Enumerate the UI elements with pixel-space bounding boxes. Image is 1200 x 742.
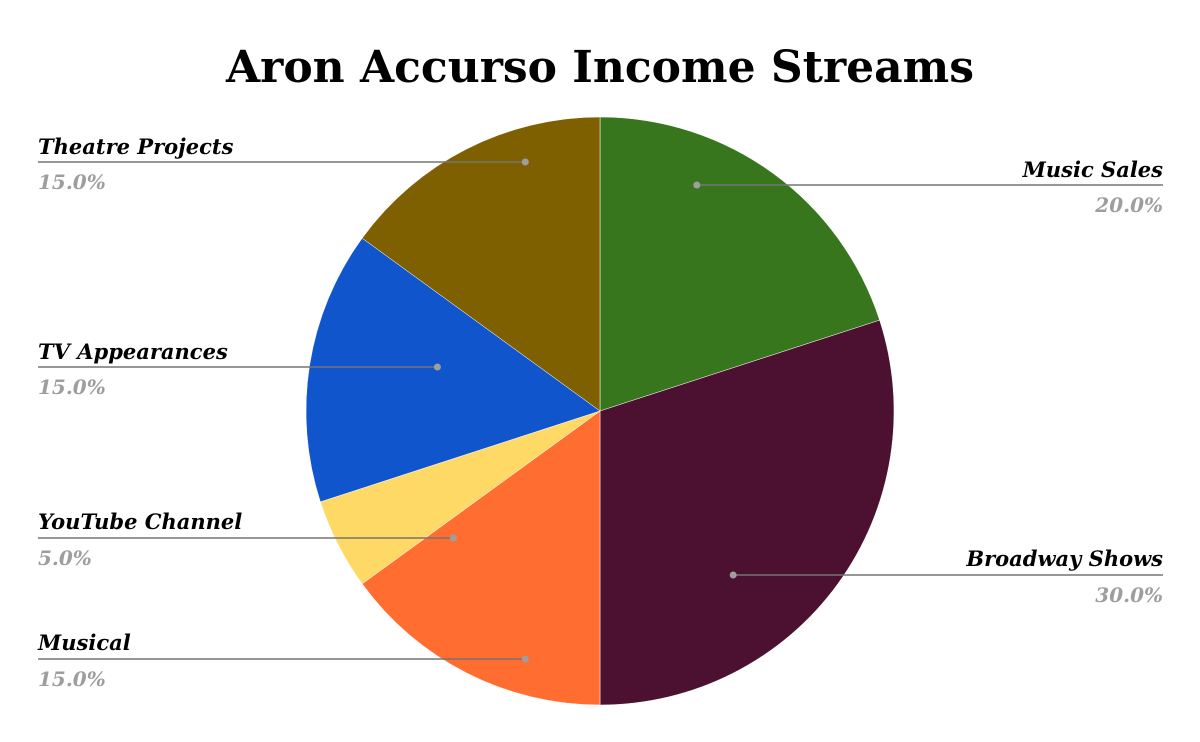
pie-slice-theatre-projects <box>361 116 601 412</box>
pie-slice-broadway-shows <box>599 319 895 706</box>
slice-value-label: 15.0% <box>38 375 106 399</box>
pie-slices <box>305 116 895 706</box>
leader-dot <box>521 655 529 663</box>
slice-label: Broadway Shows <box>965 546 1163 571</box>
chart-title: Aron Accurso Income Streams <box>225 42 974 93</box>
leader-dot <box>433 363 441 371</box>
slice-label: Theatre Projects <box>38 134 234 159</box>
slice-value-label: 30.0% <box>1095 583 1163 607</box>
slice-label: Music Sales <box>1022 157 1164 182</box>
slice-value-label: 15.0% <box>38 667 106 691</box>
slice-label: TV Appearances <box>38 339 228 364</box>
pie-slice-tv-appearances <box>305 237 601 503</box>
pie-slice-music-sales <box>599 116 880 412</box>
slice-value-label: 5.0% <box>38 546 92 570</box>
leader-dot <box>521 158 529 166</box>
pie-slice-musical <box>361 410 601 706</box>
slice-value-label: 15.0% <box>38 170 106 194</box>
leader-dot <box>693 181 701 189</box>
slice-label: YouTube Channel <box>38 509 242 534</box>
slice-label: Musical <box>37 630 131 655</box>
slice-labels: Music Sales 20.0% Broadway Shows 30.0% Music… <box>37 134 1163 691</box>
leader-dot <box>449 534 457 542</box>
slice-value-label: 20.0% <box>1094 193 1163 217</box>
leader-dot <box>729 571 737 579</box>
